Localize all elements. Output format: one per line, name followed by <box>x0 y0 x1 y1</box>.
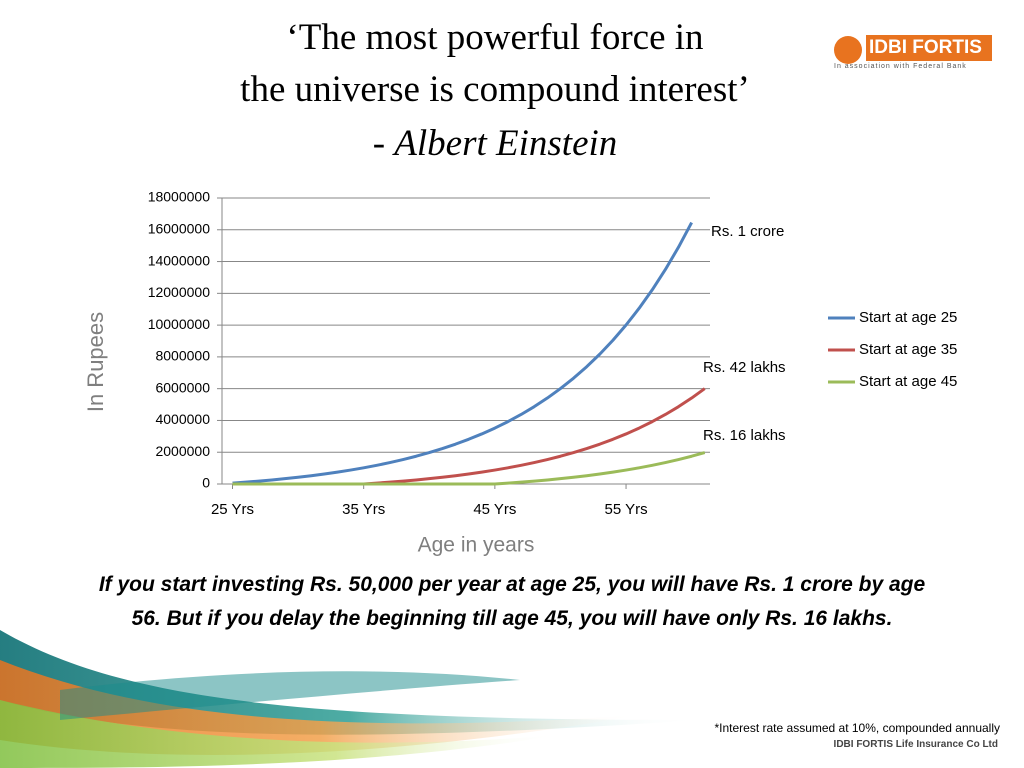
series-line <box>232 451 706 486</box>
annotation: Rs. 42 lakhs <box>703 359 786 376</box>
legend-label: Start at age 45 <box>859 373 957 390</box>
series-line <box>232 221 693 485</box>
caption-line: 56. But if you delay the beginning till … <box>131 607 893 630</box>
y-tick-label: 6000000 <box>155 379 210 395</box>
quote-author: Albert Einstein <box>394 123 618 164</box>
y-tick-label: 2000000 <box>155 443 210 459</box>
y-tick-label: 14000000 <box>148 252 211 268</box>
legend-label: Start at age 35 <box>859 341 957 358</box>
x-tick-label: 35 Yrs <box>342 501 385 518</box>
x-tick-label: 25 Yrs <box>211 501 254 518</box>
x-tick-label: 45 Yrs <box>473 501 516 518</box>
y-tick-label: 18000000 <box>148 189 211 205</box>
logo-tagline: In association with Federal Bank <box>834 63 967 70</box>
quote-dash: - <box>372 123 386 164</box>
logo-name: IDBI FORTIS <box>866 35 992 61</box>
title-attribution: - Albert Einstein <box>0 122 990 166</box>
y-axis-title: In Rupees <box>83 312 108 412</box>
x-tick-label: 55 Yrs <box>604 501 647 518</box>
y-tick-label: 10000000 <box>148 316 211 332</box>
y-tick-label: 4000000 <box>155 411 210 427</box>
title-line: the universe is compound interest’ <box>240 69 750 110</box>
logo-mark <box>834 36 862 64</box>
logo: IDBI FORTIS In association with Federal … <box>832 34 994 72</box>
title-line: ‘The most powerful force in <box>286 17 704 58</box>
footnote: *Interest rate assumed at 10%, compounde… <box>714 721 1000 735</box>
caption-line: If you start investing Rs. 50,000 per ye… <box>98 573 926 596</box>
y-tick-label: 0 <box>202 475 210 491</box>
chart: 0 2000000 4000000 6000000 8000000 10000000 120… <box>83 189 958 557</box>
y-tick-label: 12000000 <box>148 284 211 300</box>
y-tick-label: 16000000 <box>148 220 211 236</box>
annotation: Rs. 16 lakhs <box>703 427 786 444</box>
y-tick-label: 8000000 <box>155 348 210 364</box>
x-axis-title: Age in years <box>418 534 535 557</box>
annotation: Rs. 1 crore <box>711 223 784 240</box>
legend-label: Start at age 25 <box>859 309 957 326</box>
company-name: IDBI FORTIS Life Insurance Co Ltd <box>833 739 998 750</box>
